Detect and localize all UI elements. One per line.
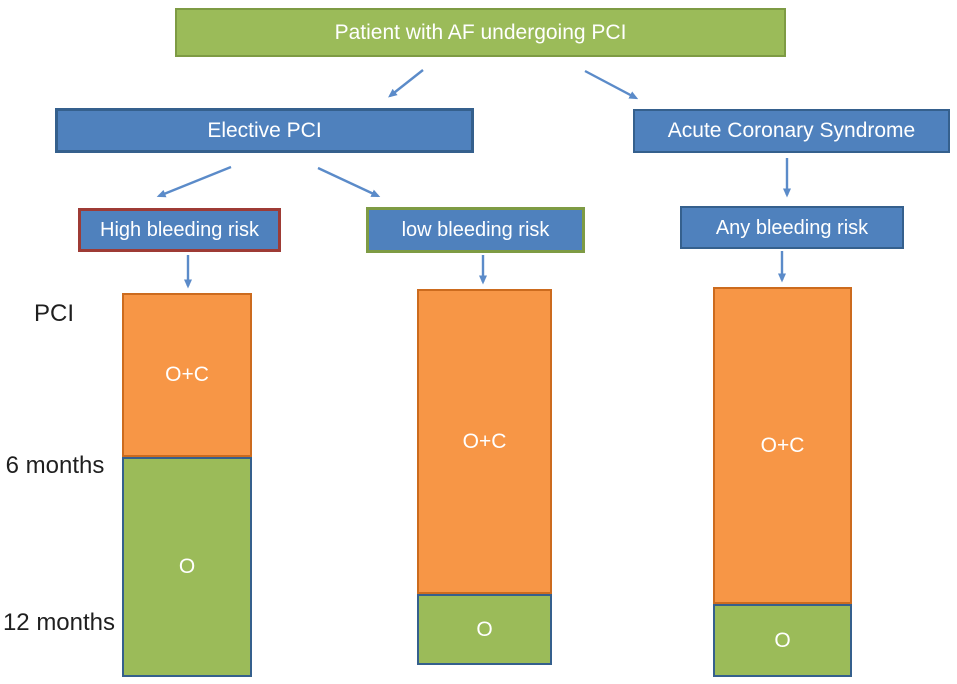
bar-segment-o: O <box>417 594 552 665</box>
node-patient-af-pci: Patient with AF undergoing PCI <box>175 8 786 57</box>
node-low-bleeding-risk: low bleeding risk <box>366 207 585 253</box>
bar-segment-o: O <box>122 457 252 677</box>
arrow-elective-to-high-risk <box>156 165 232 198</box>
node-acute-coronary-syndrome: Acute Coronary Syndrome <box>633 109 950 153</box>
node-high-bleeding-risk: High bleeding risk <box>78 208 281 252</box>
bar-segment-o: O <box>713 604 852 677</box>
arrow-patient-to-elective <box>388 69 424 98</box>
node-elective-pci: Elective PCI <box>55 108 474 153</box>
node-any-bleeding-risk: Any bleeding risk <box>680 206 904 249</box>
bar-segment-oc: O+C <box>713 287 852 604</box>
timeline-label-12-months: 12 months <box>2 609 116 636</box>
timeline-label-6-months: 6 months <box>5 452 105 479</box>
arrow-patient-to-acs <box>584 69 639 100</box>
arrow-elective-to-low-risk <box>317 166 381 198</box>
bar-segment-oc: O+C <box>122 293 252 457</box>
timeline-label-pci: PCI <box>33 300 74 327</box>
bar-segment-oc: O+C <box>417 289 552 594</box>
